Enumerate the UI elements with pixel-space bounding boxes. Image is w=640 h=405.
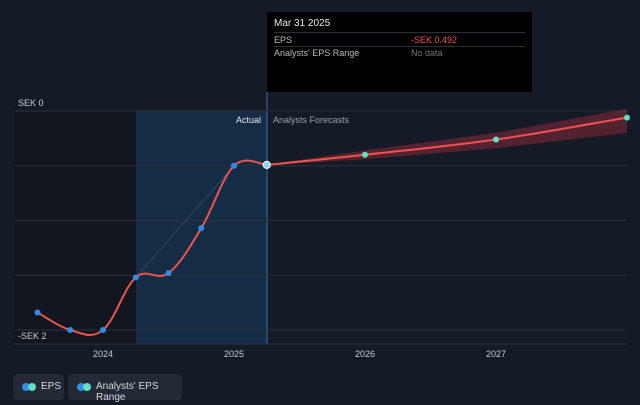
tooltip-row-range: Analysts' EPS Range No data (274, 46, 525, 59)
eps-actual-line (37, 159, 267, 337)
eps-actual-point-4 (165, 270, 172, 277)
eps-actual-point-0 (34, 309, 41, 316)
tooltip-eps-value: -SEK 0.492 (411, 35, 458, 45)
eps-forecast-point-2 (624, 114, 630, 121)
x-tick-label-2026: 2026 (355, 349, 375, 359)
past-region-shade (14, 111, 136, 344)
eps-legend-icon (22, 383, 36, 391)
legend-eps[interactable]: EPS (13, 374, 64, 400)
tooltip-date: Mar 31 2025 (274, 18, 331, 29)
actual-region-label: Actual (236, 115, 261, 125)
tooltip: Mar 31 2025 EPS -SEK 0.492 Analysts' EPS… (267, 12, 532, 92)
tooltip-range-value: No data (411, 48, 443, 58)
eps-range-band (266, 108, 627, 166)
eps-actual-point-1 (67, 327, 74, 333)
eps-actual-point-2 (100, 327, 106, 333)
legend-eps-range[interactable]: Analysts' EPS Range (68, 374, 182, 403)
eps-forecast-point-0 (362, 151, 368, 158)
eps-actual-point-5 (198, 225, 205, 232)
tooltip-row-eps: EPS -SEK 0.492 (274, 32, 525, 47)
eps-range-legend-icon (77, 383, 91, 391)
y-axis-label-bottom: -SEK 2 (18, 331, 47, 341)
tooltip-eps-label: EPS (274, 35, 293, 45)
eps-forecast-line (266, 116, 628, 166)
tooltip-range-label: Analysts' EPS Range (274, 48, 360, 58)
y-axis-label-top: SEK 0 (18, 98, 44, 108)
eps-actual-point-3 (132, 274, 139, 281)
forecast-region-label: Analysts Forecasts (273, 115, 350, 125)
eps-actual-point-6 (231, 162, 237, 169)
eps-forecast-point-1 (493, 136, 499, 143)
x-tick-label-2024: 2024 (93, 349, 113, 359)
legend-eps-label: EPS (41, 381, 62, 392)
trend-guide-line (135, 165, 235, 278)
x-tick-label-2025: 2025 (224, 349, 244, 359)
legend-range-label: Analysts' EPS Range (96, 381, 159, 403)
eps-actual-point-7 (262, 160, 271, 169)
x-tick-label-2027: 2027 (486, 349, 506, 359)
